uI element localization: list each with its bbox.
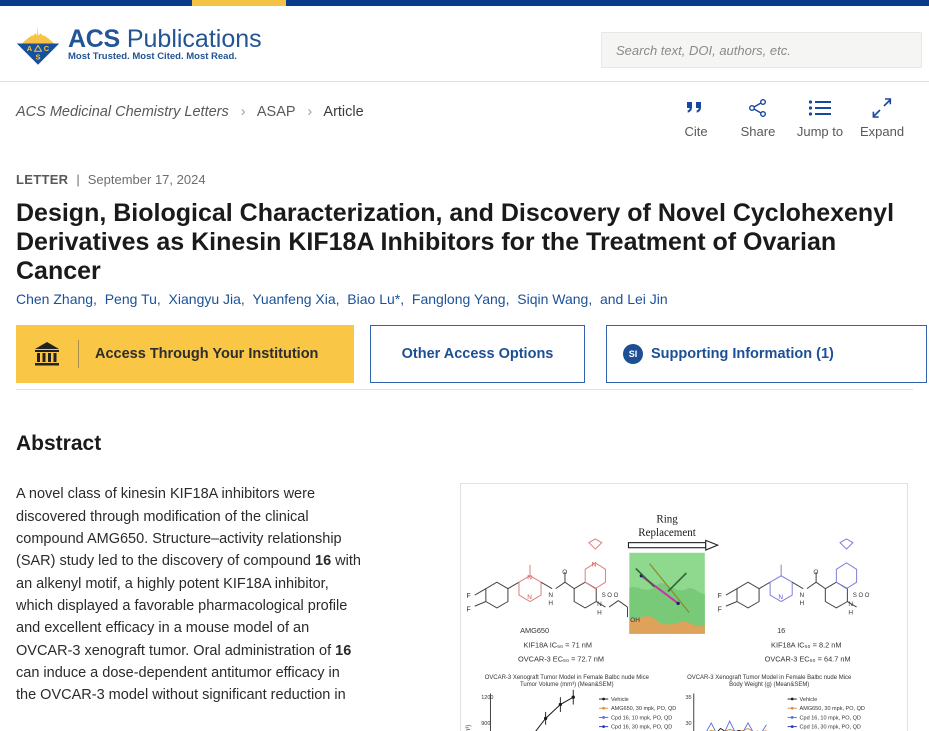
svg-text:35: 35 bbox=[685, 695, 691, 701]
svg-text:N: N bbox=[592, 562, 597, 569]
svg-text:H: H bbox=[800, 600, 805, 607]
svg-text:30: 30 bbox=[685, 721, 691, 727]
svg-text:H: H bbox=[548, 600, 553, 607]
svg-text:900: 900 bbox=[481, 721, 490, 727]
svg-text:AMG650, 30 mpk, PO, QD: AMG650, 30 mpk, PO, QD bbox=[800, 706, 865, 712]
svg-text:S: S bbox=[35, 53, 40, 62]
svg-text:OVCAR-3 EC₅₀ = 64.7 nM: OVCAR-3 EC₅₀ = 64.7 nM bbox=[765, 655, 851, 664]
svg-text:H: H bbox=[597, 610, 602, 617]
svg-text:F: F bbox=[467, 593, 471, 600]
svg-text:Ring: Ring bbox=[656, 514, 678, 526]
svg-text:Cpd 16, 10 mpk, PO, QD: Cpd 16, 10 mpk, PO, QD bbox=[800, 716, 861, 722]
svg-text:Cpd 16, 30 mpk, PO, QD: Cpd 16, 30 mpk, PO, QD bbox=[611, 725, 672, 731]
svg-text:OVCAR-3 EC₅₀ = 72.7 nM: OVCAR-3 EC₅₀ = 72.7 nM bbox=[518, 655, 604, 664]
svg-text:OVCAR-3 Xenograft Tumor Model: OVCAR-3 Xenograft Tumor Model in Female … bbox=[687, 675, 852, 681]
svg-text:S: S bbox=[853, 593, 857, 599]
svg-text:Replacement: Replacement bbox=[638, 527, 696, 539]
svg-text:Body Weight (g) (Mean&SEM): Body Weight (g) (Mean&SEM) bbox=[729, 682, 809, 688]
svg-text:N: N bbox=[778, 594, 783, 601]
svg-text:F: F bbox=[718, 593, 722, 600]
svg-text:N: N bbox=[527, 594, 532, 601]
svg-text:N: N bbox=[548, 592, 553, 599]
svg-text:Vehicle: Vehicle bbox=[800, 697, 818, 703]
svg-text:16: 16 bbox=[777, 626, 785, 635]
svg-text:C: C bbox=[44, 44, 50, 53]
svg-text:AMG650, 30 mpk, PO, QD: AMG650, 30 mpk, PO, QD bbox=[611, 706, 676, 712]
svg-text:1200: 1200 bbox=[481, 695, 493, 701]
svg-text:OH: OH bbox=[630, 617, 640, 624]
svg-text:H: H bbox=[848, 610, 853, 617]
svg-text:KIF18A IC₅₀ = 8.2 nM: KIF18A IC₅₀ = 8.2 nM bbox=[771, 641, 841, 650]
svg-text:N: N bbox=[800, 592, 805, 599]
svg-text:F: F bbox=[467, 607, 471, 614]
svg-text:Vehicle: Vehicle bbox=[611, 697, 629, 703]
svg-text:Tumor Volume (mm³) (Mean&SEM): Tumor Volume (mm³) (Mean&SEM) bbox=[520, 682, 614, 688]
svg-text:S: S bbox=[602, 593, 606, 599]
svg-text:O O: O O bbox=[607, 593, 618, 599]
svg-text:O O: O O bbox=[858, 593, 869, 599]
svg-text:KIF18A IC₅₀ = 71 nM: KIF18A IC₅₀ = 71 nM bbox=[524, 641, 592, 650]
svg-text:volume (mm³): volume (mm³) bbox=[466, 725, 472, 731]
svg-text:Cpd 16, 10 mpk, PO, QD: Cpd 16, 10 mpk, PO, QD bbox=[611, 716, 672, 722]
svg-text:AMG650: AMG650 bbox=[520, 626, 549, 635]
svg-text:A: A bbox=[27, 44, 33, 53]
svg-text:F: F bbox=[718, 607, 722, 614]
svg-text:Cpd 16, 30 mpk, PO, QD: Cpd 16, 30 mpk, PO, QD bbox=[800, 725, 861, 731]
svg-text:OVCAR-3 Xenograft Tumor Model: OVCAR-3 Xenograft Tumor Model in Female … bbox=[485, 675, 650, 681]
